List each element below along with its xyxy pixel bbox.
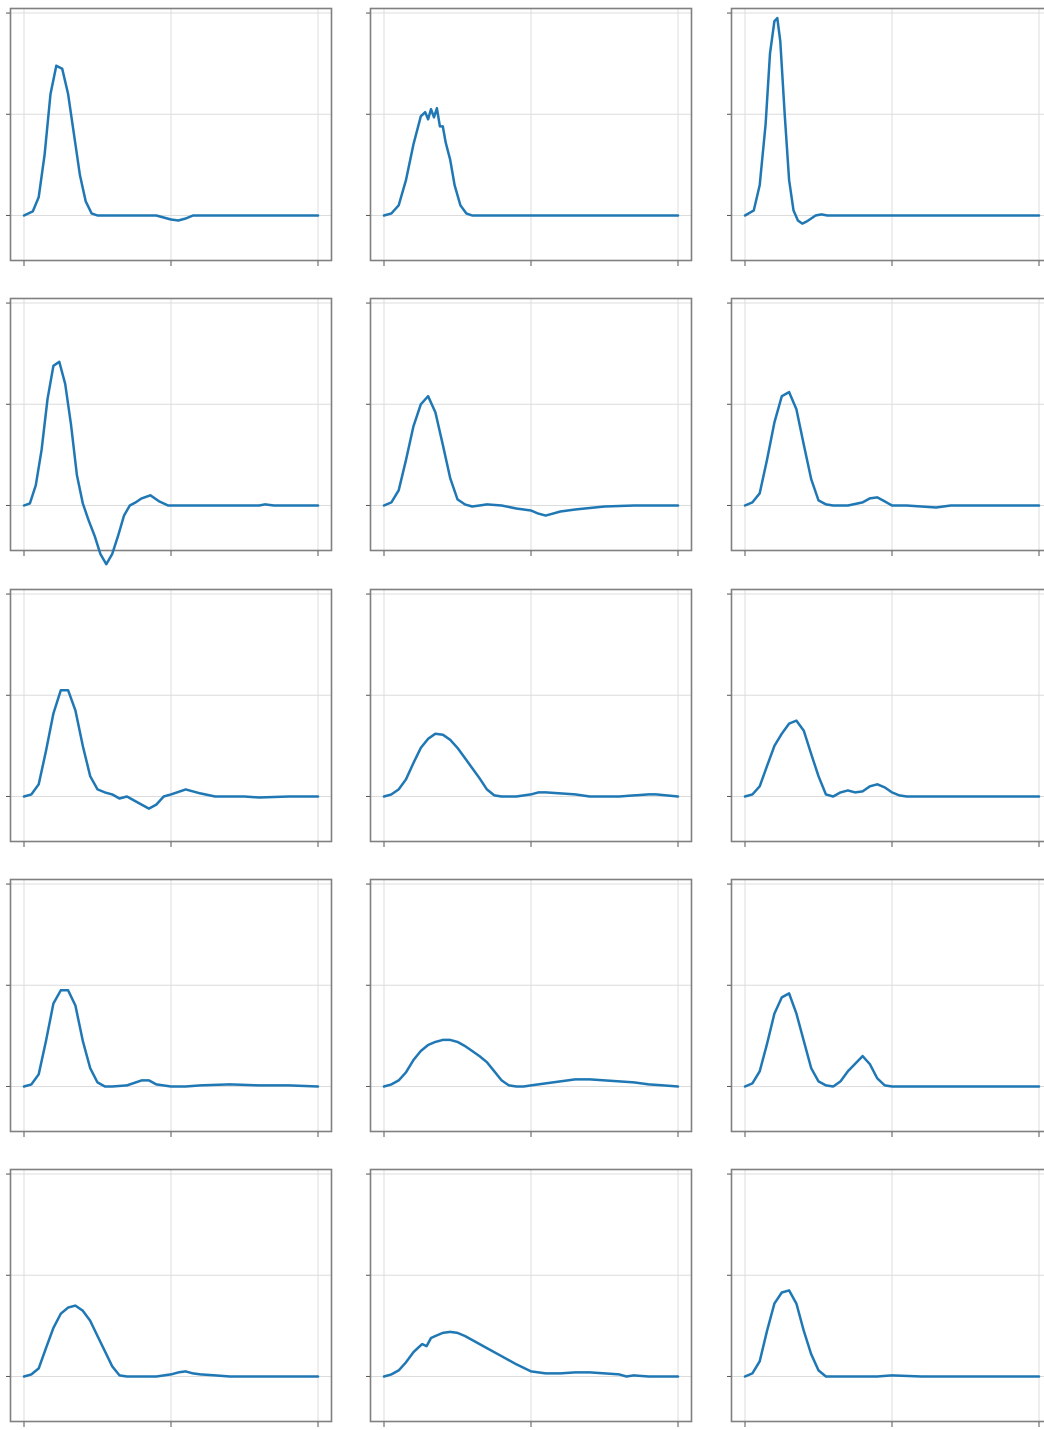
subplot-svg bbox=[370, 1169, 692, 1430]
subplot-4 bbox=[10, 298, 332, 559]
subplot-12 bbox=[731, 879, 1043, 1140]
subplot-3 bbox=[731, 8, 1043, 269]
subplot-13 bbox=[10, 1169, 332, 1430]
subplot-svg bbox=[731, 589, 1043, 850]
subplot-svg bbox=[370, 8, 692, 269]
plot-area bbox=[731, 589, 1044, 842]
subplot-svg bbox=[10, 879, 332, 1140]
subplot-svg bbox=[731, 1169, 1043, 1430]
plot-area bbox=[731, 298, 1044, 551]
subplot-9 bbox=[731, 589, 1043, 850]
subplot-svg bbox=[10, 8, 332, 269]
subplot-svg bbox=[370, 298, 692, 559]
subplot-15 bbox=[731, 1169, 1043, 1430]
plot-area bbox=[731, 1169, 1044, 1422]
subplot-svg bbox=[370, 879, 692, 1140]
subplot-14 bbox=[370, 1169, 692, 1430]
subplot-11 bbox=[370, 879, 692, 1140]
subplot-8 bbox=[370, 589, 692, 850]
subplot-5 bbox=[370, 298, 692, 559]
subplot-7 bbox=[10, 589, 332, 850]
subplot-svg bbox=[731, 879, 1043, 1140]
subplot-2 bbox=[370, 8, 692, 269]
plot-area bbox=[731, 8, 1044, 261]
subplot-1 bbox=[10, 8, 332, 269]
subplot-svg bbox=[731, 8, 1043, 269]
subplot-10 bbox=[10, 879, 332, 1140]
subplot-svg bbox=[10, 1169, 332, 1430]
subplot-svg bbox=[10, 589, 332, 850]
subplot-svg bbox=[10, 298, 332, 559]
subplot-svg bbox=[731, 298, 1043, 559]
subplot-svg bbox=[370, 589, 692, 850]
subplot-6 bbox=[731, 298, 1043, 559]
